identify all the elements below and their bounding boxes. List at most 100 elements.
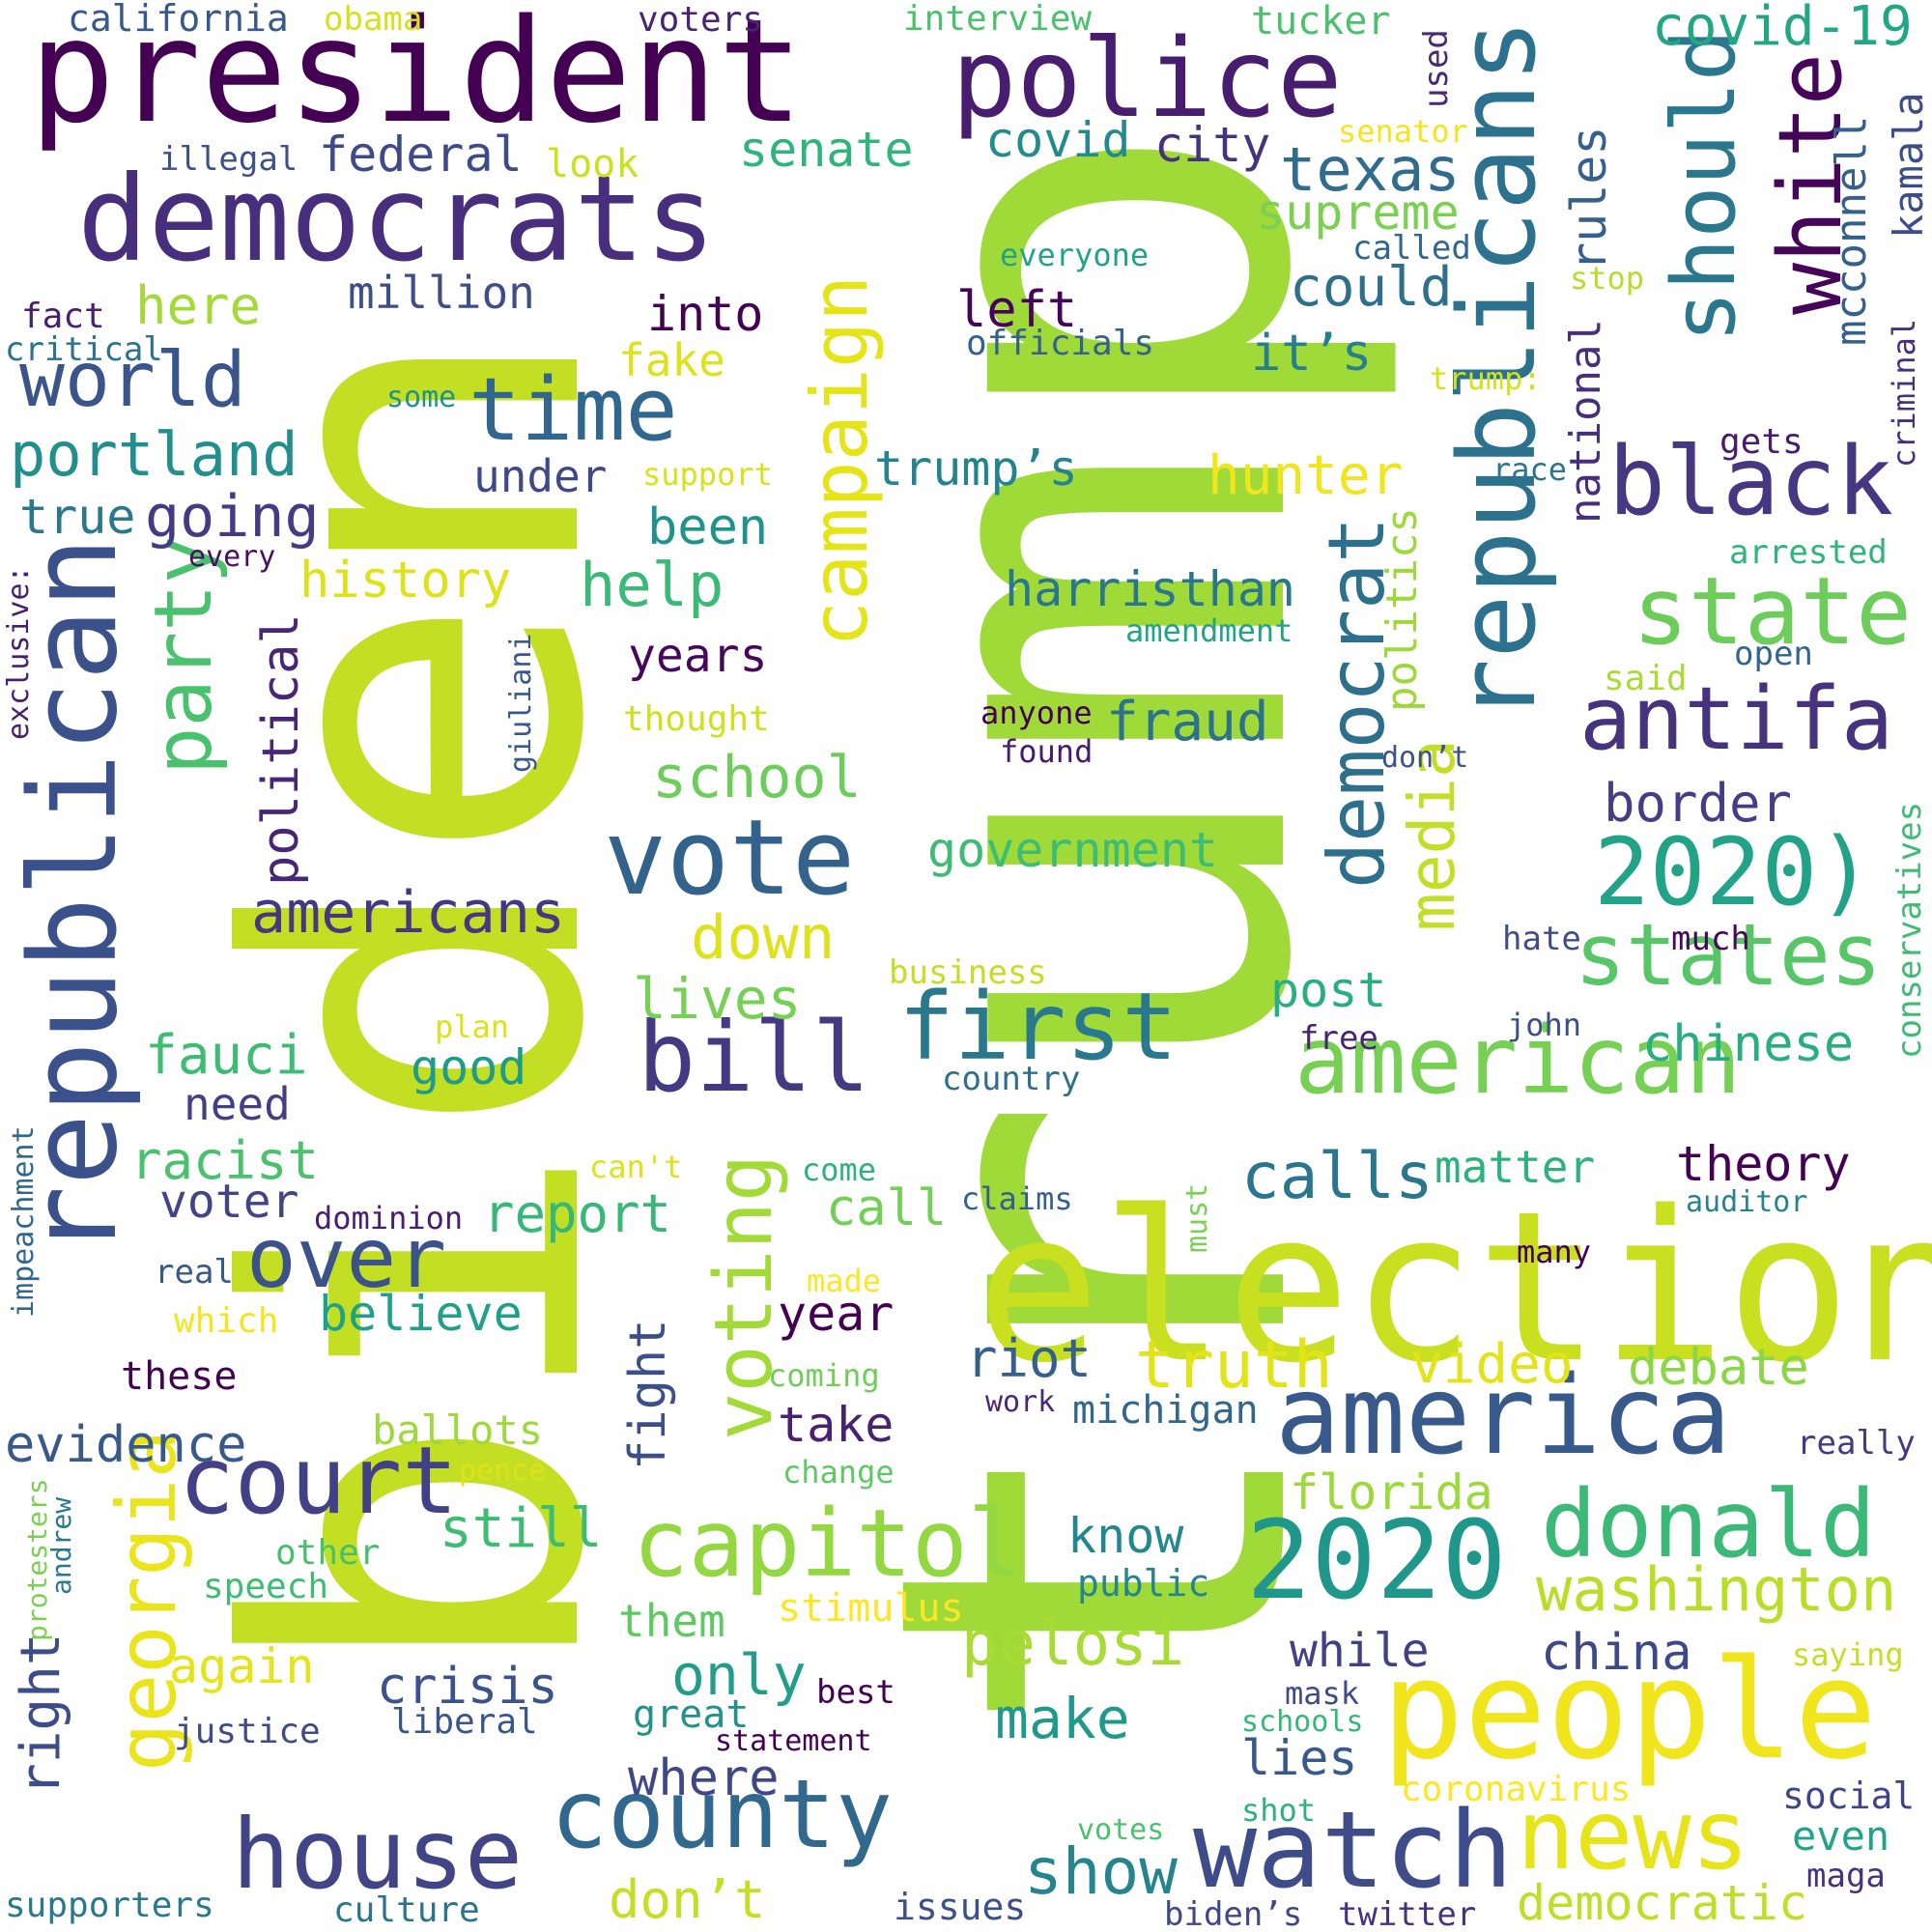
word-country: country xyxy=(942,1060,1081,1098)
word-left: left xyxy=(956,281,1078,339)
word-look: look xyxy=(546,142,639,186)
word-auditor: auditor xyxy=(1686,1185,1808,1219)
word-made: made xyxy=(807,1263,882,1299)
word-racist: racist xyxy=(130,1130,320,1191)
word-trump: trump: xyxy=(1430,360,1542,397)
word-these: these xyxy=(121,1354,238,1399)
word-maga: maga xyxy=(1806,1857,1886,1895)
word-debate: debate xyxy=(1628,1339,1809,1397)
word-them: them xyxy=(618,1595,725,1647)
word-lies: lies xyxy=(1241,1730,1358,1786)
word-chinese: chinese xyxy=(1642,1015,1855,1073)
word-great: great xyxy=(633,1692,750,1737)
word-president: president xyxy=(29,0,804,155)
word-votes: votes xyxy=(1077,1813,1165,1847)
word-support: support xyxy=(642,456,773,493)
word-down: down xyxy=(691,902,836,973)
word-border: border xyxy=(1604,773,1793,834)
word-american: american xyxy=(1294,1007,1742,1115)
word-illegal: illegal xyxy=(159,140,298,179)
word-john: john xyxy=(1507,1007,1582,1043)
word-help: help xyxy=(580,550,724,620)
word-evidence: evidence xyxy=(5,1416,247,1474)
word-found: found xyxy=(1000,733,1094,770)
word-ballots: ballots xyxy=(372,1406,544,1454)
word-fake: fake xyxy=(618,334,725,386)
word-officials: officials xyxy=(966,324,1155,363)
word-again: again xyxy=(169,1638,315,1694)
word-america: america xyxy=(1275,1353,1732,1479)
word-even: even xyxy=(1792,1812,1890,1860)
word-good: good xyxy=(411,1039,527,1095)
word-thought: thought xyxy=(623,699,770,739)
word-impeachment: impeachment xyxy=(7,1125,41,1318)
word-business: business xyxy=(889,953,1047,992)
word-liberal: liberal xyxy=(391,1702,538,1742)
word-pence: pence xyxy=(459,1454,547,1488)
word-covid: covid xyxy=(985,112,1131,168)
word-need: need xyxy=(184,1078,291,1130)
word-voter: voter xyxy=(159,1175,299,1229)
word-portland: portland xyxy=(10,419,298,490)
word-amendment: amendment xyxy=(1125,612,1293,649)
word-schools: schools xyxy=(1241,1705,1364,1739)
word-into: into xyxy=(647,286,764,342)
word-show: show xyxy=(1024,1834,1178,1909)
word-biden-s: biden’s xyxy=(1164,1895,1303,1932)
word-it-s: it’s xyxy=(1251,325,1373,383)
word-years: years xyxy=(628,629,768,683)
word-political: political xyxy=(252,613,310,886)
word-right: right xyxy=(10,1633,72,1796)
word-washington: washington xyxy=(1536,1554,1897,1625)
word-bill: bill xyxy=(638,1001,870,1114)
word-called: called xyxy=(1352,229,1471,268)
word-which: which xyxy=(174,1301,279,1341)
word-stop: stop xyxy=(1570,260,1645,297)
word-campaign: campaign xyxy=(795,274,885,647)
word-under: under xyxy=(473,450,608,502)
word-believe: believe xyxy=(319,1286,523,1342)
word-hate: hate xyxy=(1502,920,1581,958)
word-harristhan: harristhan xyxy=(1005,561,1296,617)
word-donald: donald xyxy=(1541,1470,1876,1578)
word-house: house xyxy=(232,1798,524,1911)
word-exclusive: exclusive: xyxy=(2,565,36,740)
word-time: time xyxy=(469,359,678,461)
word-court: court xyxy=(179,1427,458,1535)
word-justice: justice xyxy=(174,1712,321,1751)
word-can-t: can't xyxy=(589,1149,683,1185)
word-culture: culture xyxy=(333,1890,480,1930)
word-lives: lives xyxy=(633,966,802,1032)
word-really: really xyxy=(1797,1424,1916,1463)
word-trump-s: trump’s xyxy=(874,440,1078,497)
word-city: city xyxy=(1154,117,1271,173)
word-andrew: andrew xyxy=(45,1496,77,1595)
word-public: public xyxy=(1077,1562,1210,1605)
word-over: over xyxy=(246,1210,447,1307)
word-million: million xyxy=(348,267,535,319)
word-other: other xyxy=(275,1533,381,1573)
word-dominion: dominion xyxy=(314,1200,464,1236)
word-first: first xyxy=(898,973,1178,1081)
word-said: said xyxy=(1604,659,1688,698)
word-conservatives: conservatives xyxy=(1890,801,1929,1059)
word-social: social xyxy=(1782,1775,1916,1817)
word-florida: florida xyxy=(1290,1464,1493,1520)
word-tucker: tucker xyxy=(1251,0,1391,43)
word-where: where xyxy=(628,1749,780,1807)
word-speech: speech xyxy=(203,1567,329,1606)
word-video: video xyxy=(1410,1333,1574,1396)
word-year: year xyxy=(778,1286,895,1342)
word-free: free xyxy=(1299,1019,1378,1058)
word-theory: theory xyxy=(1676,1136,1851,1192)
word-gets: gets xyxy=(1719,422,1804,462)
word-anyone: anyone xyxy=(980,695,1093,731)
word-claims: claims xyxy=(961,1180,1073,1217)
word-state: state xyxy=(1633,557,1912,666)
word-voters: voters xyxy=(638,0,764,40)
word-county: county xyxy=(551,1760,894,1870)
word-saying: saying xyxy=(1792,1636,1904,1673)
word-democrats: democrats xyxy=(77,151,717,288)
word-coronavirus: coronavirus xyxy=(1401,1770,1632,1809)
word-fauci: fauci xyxy=(145,1024,308,1087)
